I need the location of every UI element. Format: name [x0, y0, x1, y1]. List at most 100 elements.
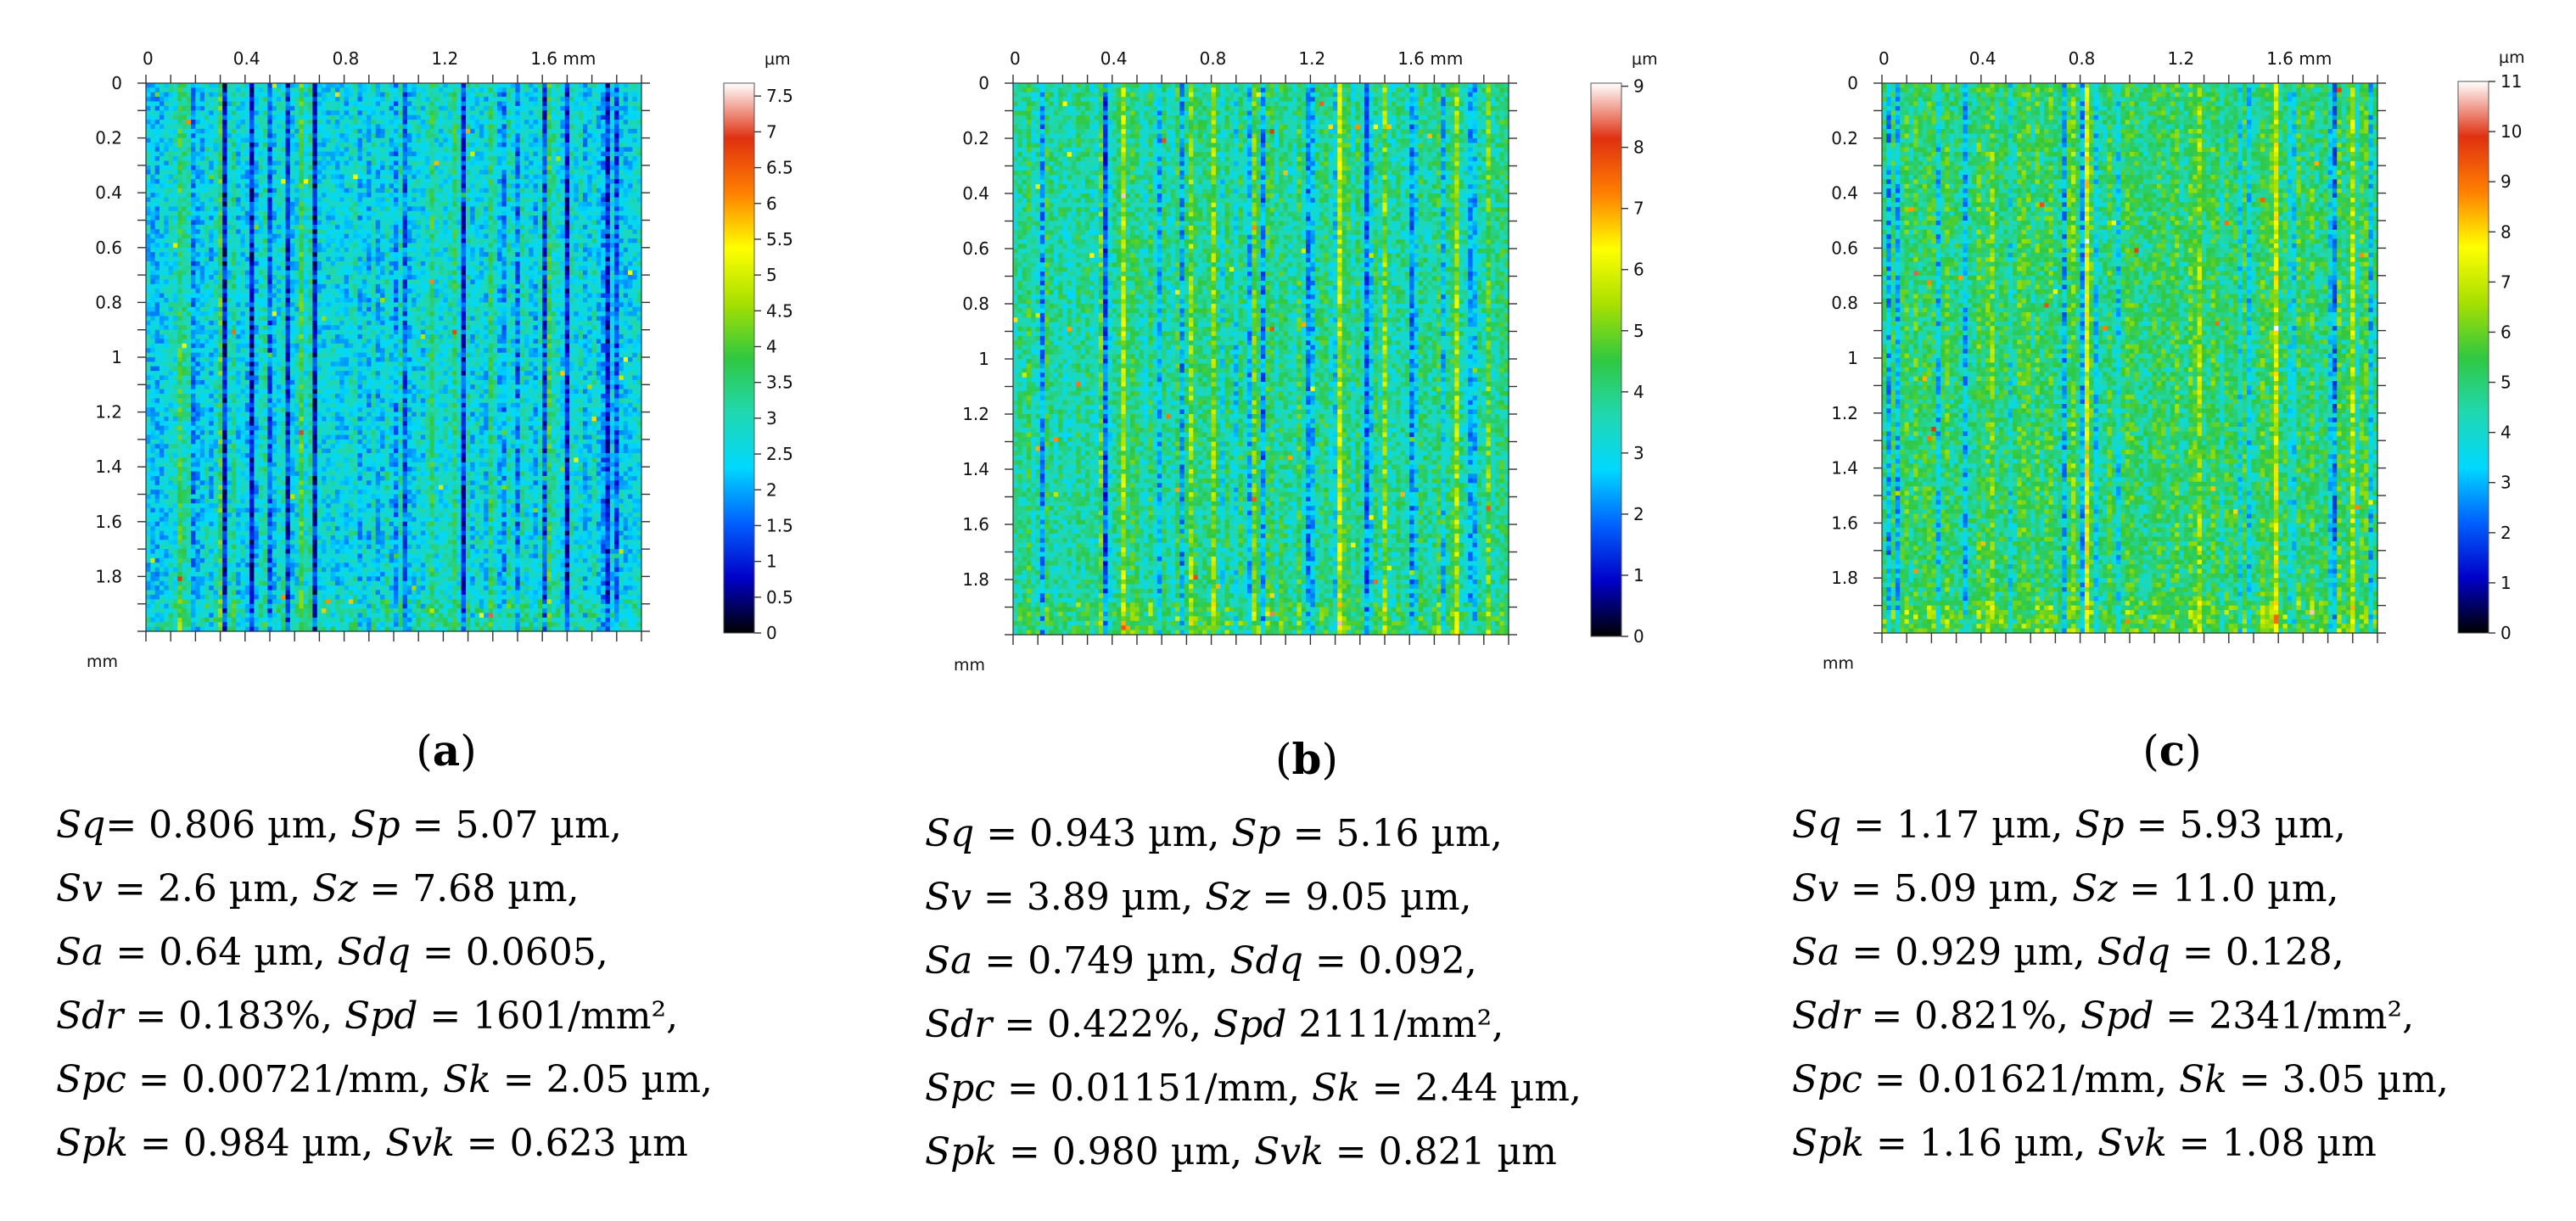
heatmap-cell [406, 229, 412, 235]
heatmap-cell [452, 229, 457, 235]
heatmap-cell [236, 252, 242, 258]
heatmap-cell [168, 283, 174, 289]
heatmap-cell [244, 87, 250, 93]
heatmap-cell [434, 252, 440, 258]
heatmap-cell [636, 110, 642, 116]
heatmap-cell [240, 151, 246, 157]
heatmap-cell [564, 279, 570, 285]
heatmap-cell [164, 283, 170, 289]
heatmap-cell [515, 279, 521, 285]
heatmap-cell [289, 120, 295, 126]
heatmap-cell [326, 260, 332, 266]
heatmap-cell [316, 165, 322, 171]
heatmap-cell [551, 197, 557, 203]
heatmap-cell [285, 201, 291, 207]
heatmap-cell [316, 193, 322, 199]
heatmap-cell [236, 247, 242, 253]
heatmap-cell [569, 147, 574, 153]
heatmap-cell [213, 197, 219, 203]
heatmap-cell [524, 110, 529, 116]
heatmap-cell [614, 243, 620, 249]
heatmap-cell [402, 270, 408, 276]
heatmap-cell [623, 105, 629, 111]
heatmap-cell [614, 142, 620, 148]
heatmap-cell [353, 156, 359, 162]
heatmap-cell [546, 174, 552, 180]
heatmap-cell [330, 105, 336, 111]
heatmap-cell [380, 97, 385, 103]
heatmap-cell [289, 133, 295, 139]
heatmap-cell [236, 266, 242, 272]
heatmap-cell [195, 197, 201, 203]
heatmap-cell [348, 243, 354, 249]
heatmap-cell [574, 97, 580, 103]
heatmap-cell [636, 233, 642, 239]
heatmap-cell [330, 247, 336, 253]
heatmap-cell [402, 220, 408, 226]
heatmap-cell [204, 197, 210, 203]
heatmap-cell [308, 243, 314, 249]
heatmap-cell [308, 165, 314, 171]
heatmap-cell [420, 256, 426, 262]
heatmap-cell [425, 260, 431, 266]
heatmap-cell [578, 83, 584, 88]
heatmap-cell [470, 87, 476, 93]
heatmap-cell [191, 133, 196, 139]
heatmap-cell [398, 92, 404, 98]
heatmap-cell [263, 124, 268, 130]
heatmap-cell [412, 270, 417, 276]
heatmap-cell [605, 238, 611, 244]
heatmap-cell [506, 220, 512, 226]
heatmap-cell [556, 151, 562, 157]
heatmap-cell [164, 105, 170, 111]
heatmap-cell [479, 238, 484, 244]
heatmap-cell [186, 252, 192, 258]
heatmap-cell [272, 256, 277, 262]
heatmap-cell [299, 256, 305, 262]
heatmap-cell [272, 238, 277, 244]
heatmap-cell [556, 92, 562, 98]
heatmap-cell [556, 156, 562, 162]
heatmap-cell [222, 165, 228, 171]
heatmap-cell [281, 170, 287, 176]
heatmap-cell [533, 165, 539, 171]
heatmap-cell [416, 283, 422, 289]
heatmap-cell [146, 256, 151, 262]
heatmap-cell [434, 120, 440, 126]
heatmap-cell [636, 160, 642, 166]
heatmap-cell [294, 105, 300, 111]
heatmap-cell [182, 266, 188, 272]
heatmap-cell [398, 233, 404, 239]
heatmap-cell [182, 229, 188, 235]
heatmap-cell [519, 151, 525, 157]
heatmap-cell [447, 197, 453, 203]
heatmap-cell [384, 179, 390, 185]
heatmap-cell [254, 160, 260, 166]
heatmap-cell [285, 160, 291, 166]
heatmap-cell [434, 260, 440, 266]
heatmap-cell [447, 252, 453, 258]
heatmap-cell [402, 137, 408, 143]
heatmap-cell [636, 128, 642, 134]
heatmap-cell [605, 243, 611, 249]
heatmap-cell [628, 206, 633, 212]
heatmap-cell [249, 174, 255, 180]
heatmap-cell [299, 160, 305, 166]
heatmap-cell [524, 243, 529, 249]
heatmap-cell [384, 260, 390, 266]
heatmap-cell [420, 201, 426, 207]
heatmap-cell [308, 266, 314, 272]
heatmap-cell [353, 193, 359, 199]
heatmap-cell [199, 210, 205, 216]
heatmap-cell [322, 201, 327, 207]
heatmap-cell [213, 156, 219, 162]
heatmap-cell [542, 156, 548, 162]
heatmap-cell [204, 105, 210, 111]
heatmap-cell [501, 92, 507, 98]
heatmap-cell [209, 233, 215, 239]
heatmap-cell [316, 87, 322, 93]
heatmap-cell [434, 197, 440, 203]
heatmap-cell [357, 179, 363, 185]
heatmap-cell [308, 275, 314, 281]
heatmap-cell [375, 160, 381, 166]
